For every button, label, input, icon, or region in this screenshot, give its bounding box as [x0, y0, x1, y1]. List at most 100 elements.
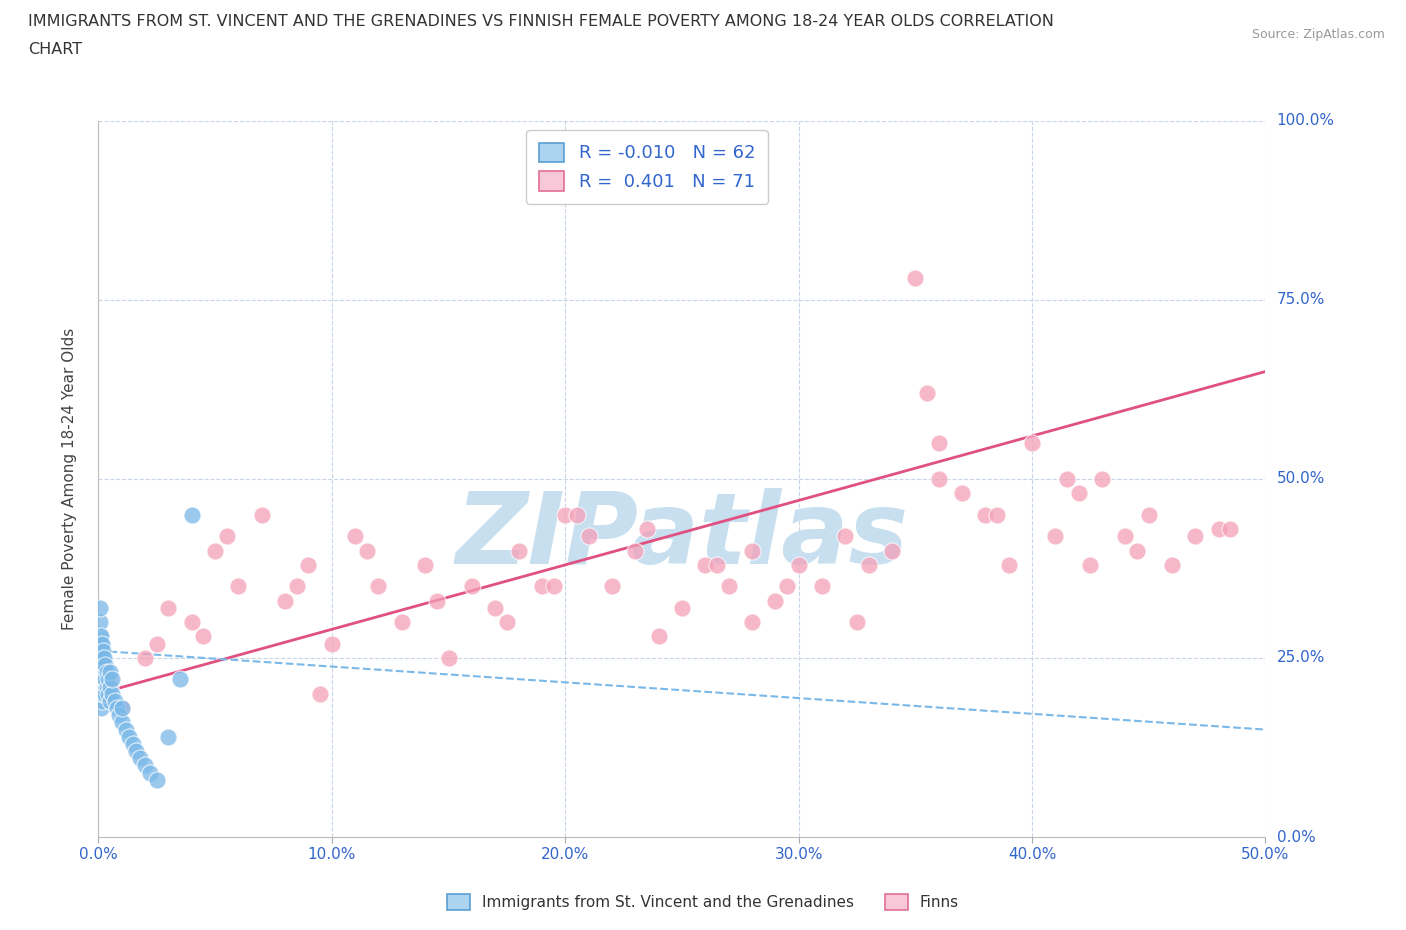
- Text: ZIPatlas: ZIPatlas: [456, 487, 908, 585]
- Point: [146, 636, 169, 651]
- Point: [600, 578, 623, 594]
- Point: [193, 629, 215, 644]
- Point: [90, 636, 112, 651]
- Point: [146, 772, 169, 787]
- Point: [285, 578, 308, 594]
- Point: [928, 435, 950, 451]
- Point: [578, 529, 600, 544]
- Point: [274, 593, 297, 608]
- Point: [309, 686, 332, 701]
- Point: [89, 651, 111, 666]
- Point: [98, 672, 121, 687]
- Point: [834, 529, 856, 544]
- Point: [426, 593, 449, 608]
- Point: [741, 615, 763, 630]
- Point: [90, 665, 112, 680]
- Text: CHART: CHART: [28, 42, 82, 57]
- Point: [413, 557, 436, 572]
- Point: [98, 679, 121, 694]
- Point: [115, 722, 138, 737]
- Point: [104, 694, 127, 709]
- Point: [321, 636, 343, 651]
- Point: [157, 729, 180, 744]
- Point: [950, 485, 973, 500]
- Point: [1114, 529, 1136, 544]
- Y-axis label: Female Poverty Among 18-24 Year Olds: Female Poverty Among 18-24 Year Olds: [62, 328, 77, 631]
- Point: [1137, 508, 1160, 523]
- Point: [89, 644, 111, 658]
- Point: [215, 529, 238, 544]
- Point: [1091, 472, 1114, 486]
- Point: [1021, 435, 1043, 451]
- Point: [180, 508, 202, 523]
- Point: [105, 700, 128, 715]
- Text: IMMIGRANTS FROM ST. VINCENT AND THE GRENADINES VS FINNISH FEMALE POVERTY AMONG 1: IMMIGRANTS FROM ST. VINCENT AND THE GREN…: [28, 14, 1054, 29]
- Point: [741, 543, 763, 558]
- Point: [204, 543, 226, 558]
- Point: [250, 508, 273, 523]
- Point: [97, 672, 120, 687]
- Point: [90, 636, 112, 651]
- Point: [928, 472, 950, 486]
- Point: [89, 615, 111, 630]
- Point: [1161, 557, 1184, 572]
- Point: [695, 557, 717, 572]
- Point: [94, 672, 117, 687]
- Point: [565, 508, 588, 523]
- Point: [93, 651, 115, 666]
- Point: [391, 615, 413, 630]
- Point: [98, 665, 121, 680]
- Point: [543, 578, 565, 594]
- Point: [228, 578, 250, 594]
- Point: [96, 679, 118, 694]
- Point: [90, 658, 112, 672]
- Point: [90, 672, 112, 687]
- Point: [90, 700, 112, 715]
- Point: [1080, 557, 1102, 572]
- Point: [986, 508, 1008, 523]
- Point: [1067, 485, 1090, 500]
- Point: [91, 644, 114, 658]
- Point: [118, 729, 141, 744]
- Point: [1208, 522, 1230, 537]
- Point: [169, 672, 191, 687]
- Point: [91, 672, 114, 687]
- Point: [91, 686, 114, 701]
- Point: [91, 679, 114, 694]
- Point: [93, 672, 115, 687]
- Text: 0.0%: 0.0%: [1277, 830, 1315, 844]
- Point: [90, 658, 112, 672]
- Point: [508, 543, 530, 558]
- Point: [90, 686, 112, 701]
- Point: [134, 651, 156, 666]
- Point: [90, 694, 112, 709]
- Point: [776, 578, 799, 594]
- Point: [90, 679, 112, 694]
- Text: 100.0%: 100.0%: [1277, 113, 1334, 128]
- Point: [90, 672, 112, 687]
- Point: [89, 636, 111, 651]
- Point: [96, 665, 118, 680]
- Point: [89, 672, 111, 687]
- Point: [787, 557, 810, 572]
- Point: [717, 578, 740, 594]
- Point: [129, 751, 152, 765]
- Point: [437, 651, 460, 666]
- Point: [93, 679, 115, 694]
- Point: [461, 578, 484, 594]
- Point: [111, 700, 134, 715]
- Point: [157, 601, 180, 616]
- Point: [93, 665, 115, 680]
- Point: [530, 578, 553, 594]
- Point: [108, 708, 131, 723]
- Point: [763, 593, 786, 608]
- Point: [904, 271, 927, 286]
- Point: [90, 644, 112, 658]
- Point: [624, 543, 647, 558]
- Point: [94, 658, 117, 672]
- Point: [671, 601, 693, 616]
- Legend: Immigrants from St. Vincent and the Grenadines, Finns: Immigrants from St. Vincent and the Gren…: [440, 886, 966, 918]
- Point: [97, 686, 120, 701]
- Text: Source: ZipAtlas.com: Source: ZipAtlas.com: [1251, 28, 1385, 41]
- Point: [1219, 522, 1241, 537]
